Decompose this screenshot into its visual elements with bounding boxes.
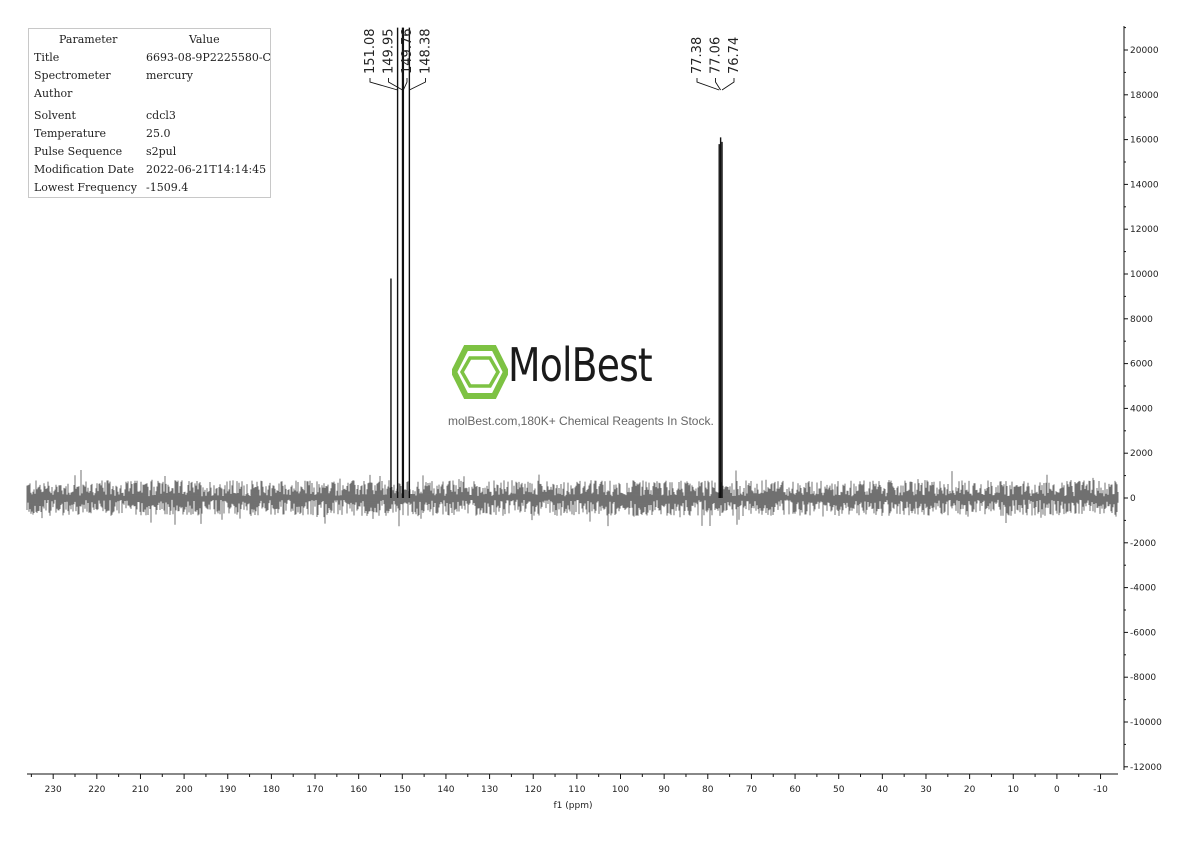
peak-label-leader [369, 78, 398, 91]
x-tick-label: 190 [219, 785, 236, 795]
y-axis: 2000018000160001400012000100008000600040… [1123, 26, 1162, 773]
param-key: Pulse Sequence [34, 145, 123, 158]
x-tick-label: 160 [350, 785, 367, 795]
param-row: Title 6693-08-9P2225580-C [34, 51, 271, 67]
param-row: Author [34, 87, 270, 103]
x-tick-label: 210 [132, 785, 149, 795]
param-value: -1509.4 [146, 181, 189, 194]
y-tick-label: -12000 [1130, 763, 1162, 773]
param-row: Pulse Sequence s2pul [34, 145, 270, 161]
param-key: Spectrometer [34, 69, 111, 82]
x-tick-label: 50 [833, 785, 845, 795]
watermark-tagline: molBest.com,180K+ Chemical Reagents In S… [448, 414, 714, 428]
param-row: Lowest Frequency -1509.4 [34, 181, 270, 197]
param-value: 25.0 [146, 127, 171, 140]
x-tick-label: 20 [964, 785, 976, 795]
y-tick-label: 16000 [1130, 136, 1159, 146]
param-key: Lowest Frequency [34, 181, 137, 194]
parameter-table: Parameter Value Title 6693-08-9P2225580-C… [28, 28, 271, 198]
x-tick-label: 140 [437, 785, 454, 795]
x-axis-label: f1 (ppm) [554, 801, 593, 811]
x-tick-label: 40 [877, 785, 889, 795]
x-tick-label: 200 [176, 785, 193, 795]
peak-label-leader [721, 78, 735, 91]
x-tick-label: 0 [1054, 785, 1060, 795]
x-tick-label: 130 [481, 785, 498, 795]
param-row: Solvent cdcl3 [34, 109, 270, 125]
peak-label: 151.08 [363, 29, 378, 75]
y-tick-label: -10000 [1130, 718, 1162, 728]
x-axis: 230 220 210 200 190 180 170 160 150 140 130 120 110 1… [27, 773, 1118, 795]
param-row: Spectrometer mercury [34, 69, 270, 85]
param-key: Temperature [34, 127, 107, 140]
peak-label: 76.74 [727, 37, 742, 74]
param-key: Title [34, 51, 60, 64]
param-row: Modification Date 2022-06-21T14:14:45 [34, 163, 270, 179]
y-tick-label: -6000 [1130, 628, 1156, 638]
x-tick-label: 110 [568, 785, 585, 795]
y-tick-label: 20000 [1130, 46, 1159, 56]
param-row: Temperature 25.0 [34, 127, 270, 143]
value-header: Value [189, 33, 220, 46]
x-tick-label: 60 [789, 785, 801, 795]
y-tick-label: 2000 [1130, 449, 1153, 459]
param-header: Parameter [59, 33, 118, 46]
peak-label: 148.38 [419, 29, 434, 75]
param-value: 6693-08-9P2225580-C [146, 51, 271, 64]
x-tick-label: 30 [920, 785, 932, 795]
peak-label: 77.38 [690, 37, 705, 74]
y-tick-label: 18000 [1130, 91, 1159, 101]
param-value: 2022-06-21T14:14:45 [146, 163, 267, 176]
x-tick-label: 100 [612, 785, 629, 795]
x-tick-label: 90 [658, 785, 670, 795]
peak-label-leader [388, 78, 403, 91]
benzene-hexagon-icon [452, 345, 508, 399]
y-tick-label: 8000 [1130, 315, 1153, 325]
y-tick-label: 6000 [1130, 360, 1153, 370]
y-tick-label: -2000 [1130, 539, 1156, 549]
x-tick-label: -10 [1093, 785, 1108, 795]
peak-label-leader [409, 78, 426, 91]
spectrum-peaks [390, 27, 723, 498]
peak-labels: 151.08 149.95 149.76 148.38 77.38 77.06 76.74 [363, 29, 742, 91]
x-tick-label: 70 [746, 785, 758, 795]
peak-label-leader [402, 78, 408, 91]
y-tick-label: 4000 [1130, 404, 1153, 414]
param-value: mercury [146, 69, 193, 82]
param-key: Modification Date [34, 163, 134, 176]
molbest-watermark: MolBest molBest.com,180K+ Chemical Reage… [448, 338, 752, 432]
y-tick-label: 12000 [1130, 225, 1159, 235]
param-value: cdcl3 [146, 109, 176, 122]
peak-label: 149.76 [400, 29, 415, 75]
y-tick-label: 10000 [1130, 270, 1159, 280]
x-tick-label: 170 [306, 785, 323, 795]
x-tick-label: 180 [263, 785, 280, 795]
spectrum-noise [26, 470, 1119, 527]
x-tick-label: 220 [88, 785, 105, 795]
y-tick-label: -4000 [1130, 584, 1156, 594]
peak-label: 149.95 [382, 29, 397, 75]
x-tick-label: 120 [525, 785, 542, 795]
peak-label: 77.06 [709, 37, 724, 74]
y-tick-label: -8000 [1130, 673, 1156, 683]
peak-label-leader [715, 78, 721, 91]
y-tick-label: 0 [1130, 494, 1136, 504]
peak-label-leader [696, 78, 720, 91]
noise-trace [26, 470, 1119, 527]
x-tick-label: 10 [1008, 785, 1020, 795]
watermark-brand-name: MolBest [508, 338, 653, 392]
param-value: s2pul [146, 145, 177, 158]
x-tick-label: 230 [45, 785, 62, 795]
param-key: Solvent [34, 109, 76, 122]
y-tick-label: 14000 [1130, 180, 1159, 190]
x-tick-label: 80 [702, 785, 714, 795]
x-tick-label: 150 [394, 785, 411, 795]
param-key: Author [34, 87, 73, 100]
